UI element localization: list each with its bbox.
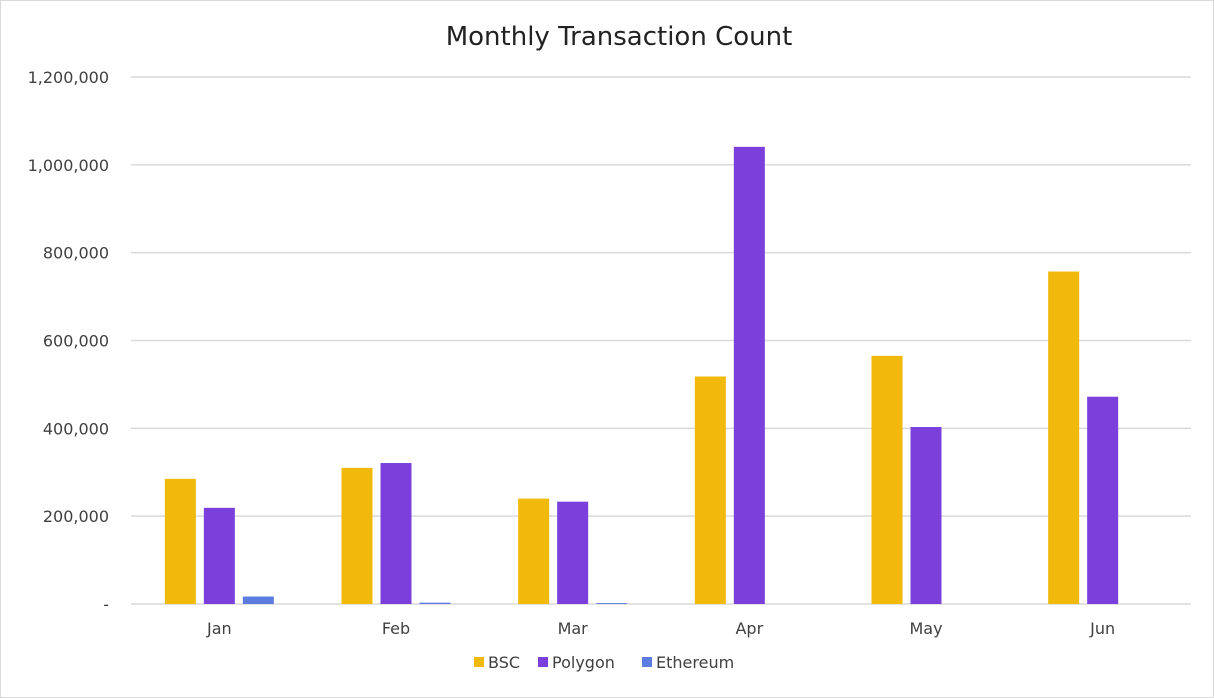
legend-swatch-polygon — [538, 657, 548, 667]
bar-polygon-jan — [203, 507, 235, 604]
legend-label-bsc: BSC — [488, 653, 520, 672]
bar-bsc-jan — [164, 478, 196, 604]
bar-polygon-may — [910, 427, 942, 604]
bars — [164, 146, 1119, 604]
y-tick-label: - — [103, 595, 109, 614]
y-tick-label: 1,000,000 — [28, 156, 109, 175]
bar-ethereum-feb — [419, 602, 451, 604]
bar-polygon-feb — [380, 463, 412, 604]
legend-swatch-ethereum — [642, 657, 652, 667]
x-tick-label: Mar — [558, 619, 589, 638]
legend-label-polygon: Polygon — [552, 653, 615, 672]
y-tick-label: 400,000 — [43, 419, 109, 438]
bar-bsc-apr — [694, 376, 726, 604]
grid-lines — [131, 76, 1191, 605]
bar-ethereum-jan — [242, 596, 274, 604]
bar-bsc-mar — [518, 498, 550, 604]
bar-polygon-jun — [1087, 396, 1119, 604]
y-tick-label: 200,000 — [43, 507, 109, 526]
bar-bsc-feb — [341, 467, 373, 604]
legend-swatch-bsc — [474, 657, 484, 667]
bar-bsc-jun — [1048, 271, 1080, 604]
x-tick-label: Jan — [206, 619, 232, 638]
y-axis-ticks: - 200,000 400,000 600,000 800,000 1,000,000 1,… — [28, 68, 109, 614]
x-tick-label: Apr — [735, 619, 763, 638]
y-tick-label: 600,000 — [43, 332, 109, 351]
bar-ethereum-mar — [596, 603, 628, 604]
chart-title: Monthly Transaction Count — [446, 22, 793, 52]
x-tick-label: Jun — [1089, 619, 1115, 638]
bar-polygon-mar — [557, 501, 589, 604]
bar-bsc-may — [871, 355, 903, 604]
legend-label-ethereum: Ethereum — [656, 653, 734, 672]
bar-polygon-apr — [733, 146, 765, 604]
x-axis-ticks: Jan Feb Mar Apr May Jun — [206, 619, 1115, 638]
y-tick-label: 800,000 — [43, 244, 109, 263]
y-tick-label: 1,200,000 — [28, 68, 109, 87]
legend: BSC Polygon Ethereum — [474, 653, 734, 672]
x-tick-label: May — [909, 619, 942, 638]
x-tick-label: Feb — [382, 619, 410, 638]
